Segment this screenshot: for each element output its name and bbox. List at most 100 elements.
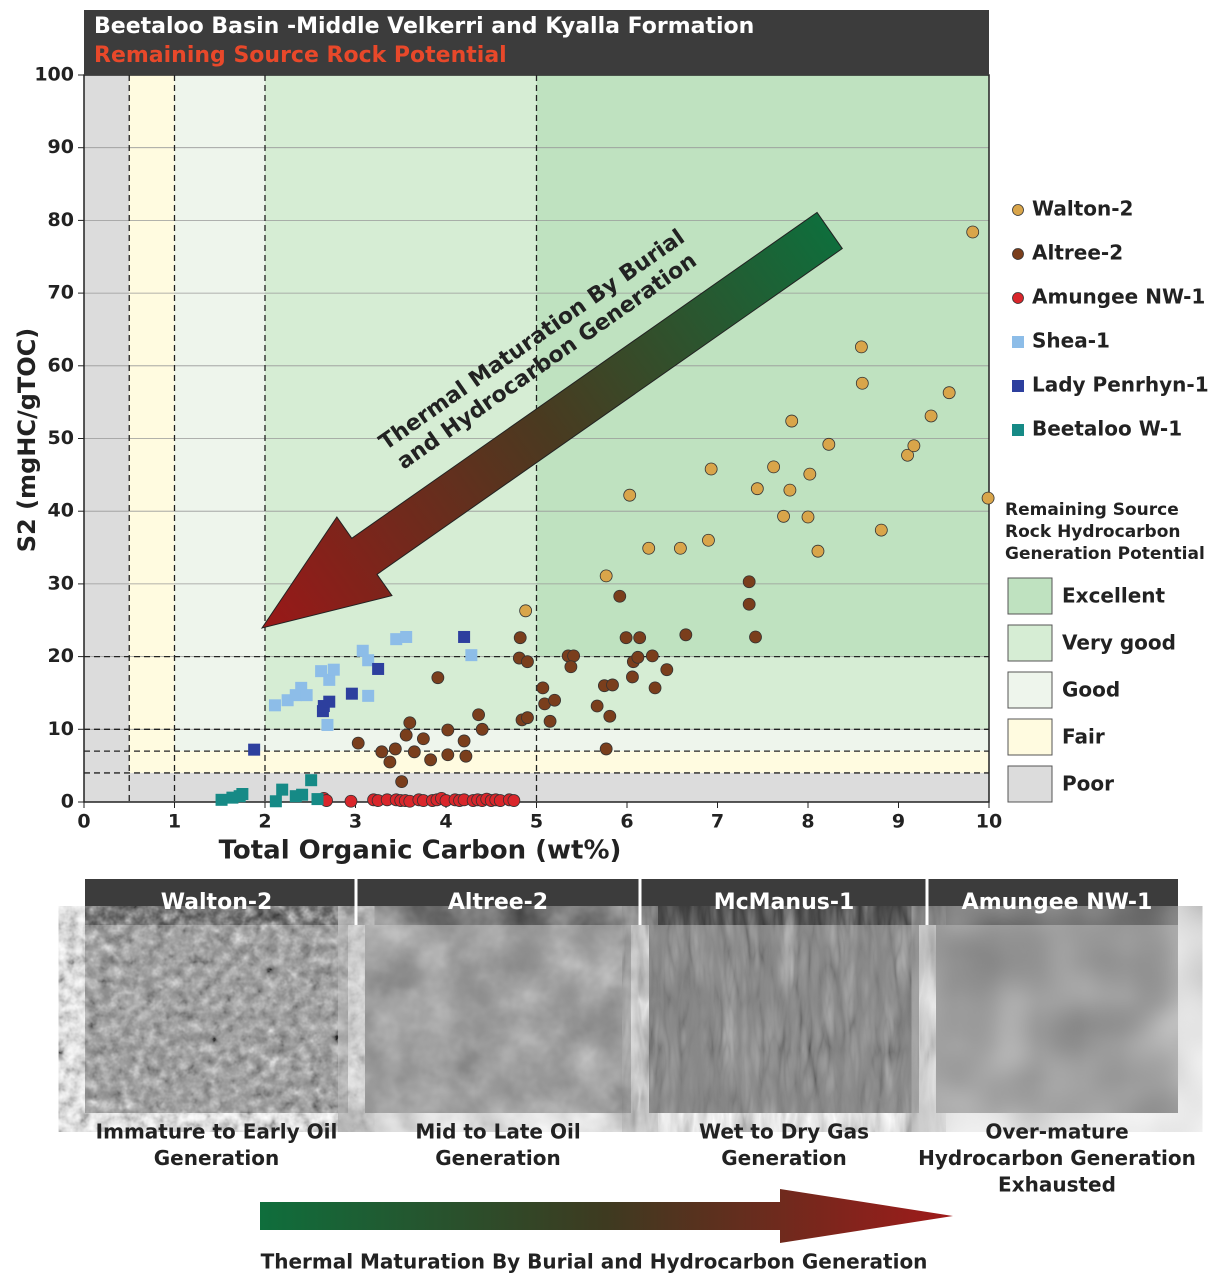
point	[248, 744, 260, 756]
zone-legend-title: Generation Potential	[1005, 544, 1205, 564]
panel-image	[936, 925, 1178, 1113]
legend-marker	[1013, 205, 1024, 216]
zone-legend-title: Remaining Source	[1005, 500, 1179, 520]
point	[521, 656, 533, 668]
legend-label: Walton-2	[1032, 197, 1133, 221]
point	[624, 489, 636, 501]
x-tick-label: 10	[976, 811, 1002, 833]
point	[856, 377, 868, 389]
point	[458, 631, 470, 643]
panel-image	[365, 925, 631, 1113]
point	[600, 570, 612, 582]
x-tick-label: 3	[349, 811, 362, 833]
point	[908, 440, 920, 452]
panel-caption: Immature to Early Oil	[96, 1120, 338, 1144]
point	[460, 750, 472, 762]
point	[400, 631, 412, 643]
point	[784, 484, 796, 496]
point	[634, 632, 646, 644]
point	[345, 795, 357, 807]
point	[417, 733, 429, 745]
point	[508, 795, 520, 807]
point	[705, 463, 717, 475]
point	[804, 468, 816, 480]
point	[269, 699, 281, 711]
panel-caption: Generation	[435, 1146, 561, 1170]
zone-swatch	[1008, 766, 1052, 802]
point	[626, 671, 638, 683]
point	[743, 576, 755, 588]
point	[643, 542, 655, 554]
chart-subtitle: Remaining Source Rock Potential	[94, 43, 507, 68]
point	[591, 700, 603, 712]
figure: 0102030405060708090100012345678910 Beeta…	[0, 0, 1211, 1278]
point	[620, 632, 632, 644]
panel-title: Walton-2	[161, 890, 273, 915]
point	[362, 690, 374, 702]
point	[236, 788, 248, 800]
point	[537, 682, 549, 694]
point	[812, 545, 824, 557]
point	[646, 650, 658, 662]
point	[216, 794, 228, 806]
point	[743, 598, 755, 610]
point	[400, 729, 412, 741]
y-tick-label: 10	[48, 718, 74, 740]
point	[376, 746, 388, 758]
panel-caption: Hydrocarbon Generation	[918, 1146, 1196, 1170]
point	[568, 650, 580, 662]
point	[384, 756, 396, 768]
point	[778, 510, 790, 522]
point	[751, 483, 763, 495]
point	[346, 688, 358, 700]
zone-swatch	[1008, 719, 1052, 755]
legend-label: Lady Penrhyn-1	[1032, 373, 1209, 397]
point	[802, 511, 814, 523]
point	[432, 672, 444, 684]
point	[323, 696, 335, 708]
panel-caption: Mid to Late Oil	[415, 1120, 580, 1144]
footer-label: Thermal Maturation By Burial and Hydroca…	[261, 1250, 928, 1274]
x-tick-label: 9	[892, 811, 905, 833]
zone-legend-title: Rock Hydrocarbon	[1005, 522, 1181, 542]
point	[823, 438, 835, 450]
legend-label: Shea-1	[1032, 329, 1110, 353]
zone-label: Good	[1062, 678, 1120, 702]
point	[276, 784, 288, 796]
point	[875, 524, 887, 536]
point	[442, 749, 454, 761]
point	[604, 710, 616, 722]
legend-marker	[1012, 424, 1024, 436]
x-tick-label: 7	[711, 811, 724, 833]
point	[614, 590, 626, 602]
panel-title: Amungee NW-1	[962, 890, 1153, 915]
point	[925, 410, 937, 422]
point	[786, 415, 798, 427]
point	[301, 689, 313, 701]
legend-marker	[1012, 380, 1024, 392]
y-tick-label: 50	[48, 427, 74, 449]
point	[270, 795, 282, 807]
zone-swatch	[1008, 578, 1052, 614]
legend-label: Altree-2	[1032, 241, 1123, 265]
point	[600, 743, 612, 755]
legend-marker	[1012, 336, 1024, 348]
point	[982, 492, 994, 504]
point	[458, 735, 470, 747]
y-tick-label: 20	[48, 645, 74, 667]
zone-label: Excellent	[1062, 584, 1165, 608]
y-tick-label: 90	[48, 136, 74, 158]
point	[305, 774, 317, 786]
x-axis-label: Total Organic Carbon (wt%)	[219, 836, 622, 866]
x-tick-label: 5	[530, 811, 543, 833]
panel-caption: Exhausted	[998, 1173, 1116, 1197]
zone-label: Fair	[1062, 725, 1105, 749]
point	[328, 664, 340, 676]
x-tick-label: 0	[77, 811, 90, 833]
legend-label: Amungee NW-1	[1032, 285, 1205, 309]
y-tick-label: 40	[48, 500, 74, 522]
y-tick-label: 80	[48, 209, 74, 231]
panel-image	[85, 925, 348, 1113]
point	[372, 663, 384, 675]
panel-caption: Generation	[721, 1146, 847, 1170]
